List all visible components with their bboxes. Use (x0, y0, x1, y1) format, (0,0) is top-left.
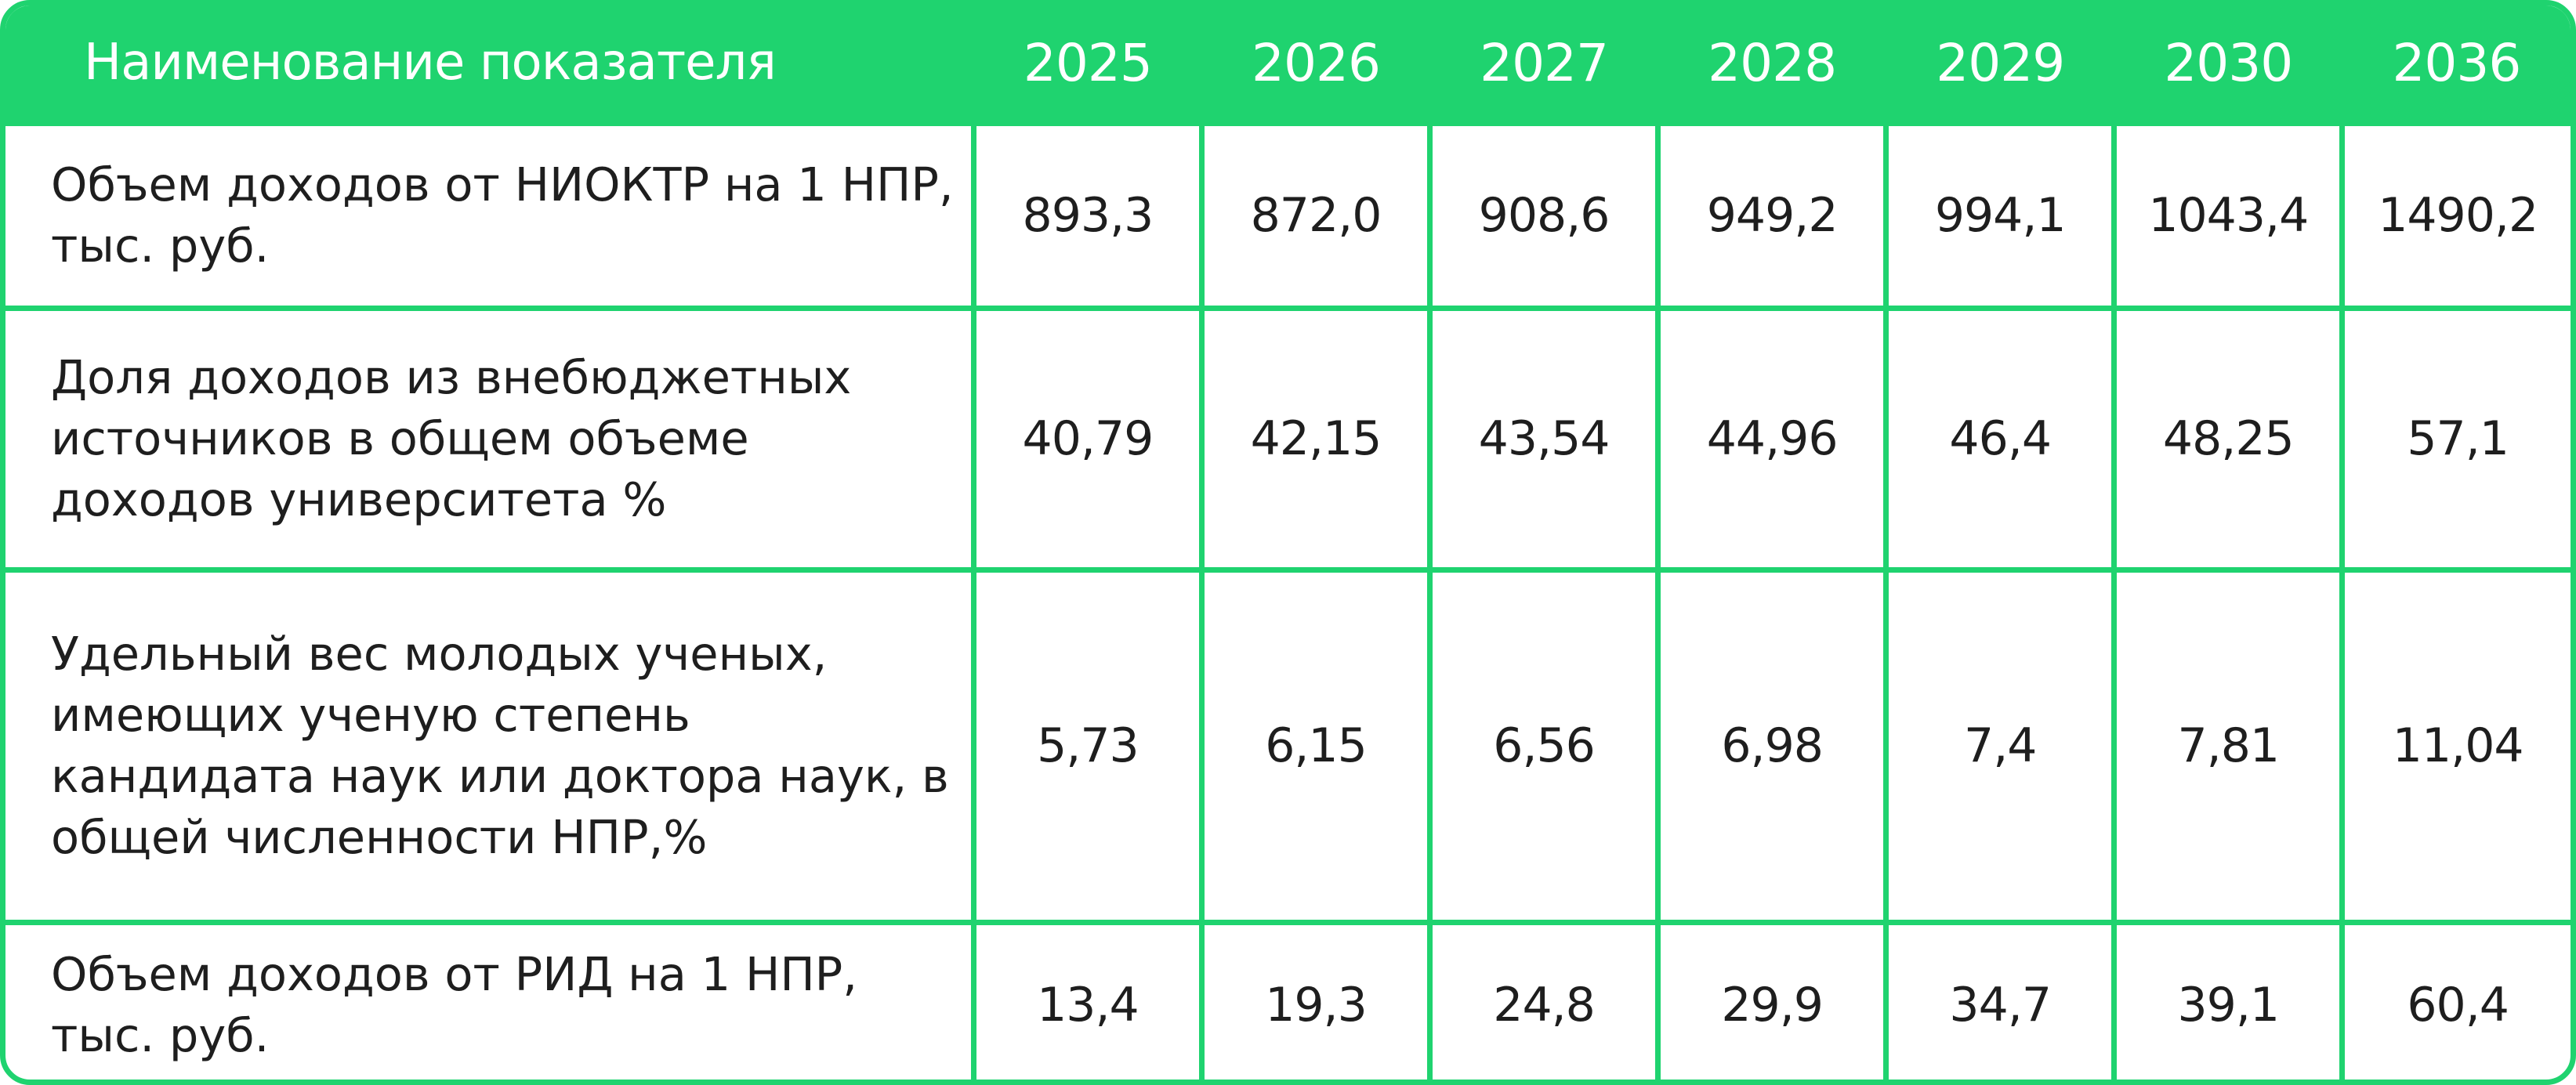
table-cell: 11,04 (2339, 566, 2571, 922)
table-cell: 42,15 (1198, 305, 1430, 570)
table-cell: 44,96 (1655, 305, 1886, 570)
table-cell: 6,98 (1655, 566, 1886, 922)
table-cell: 19,3 (1198, 919, 1430, 1080)
table-cell: 994,1 (1883, 120, 2114, 308)
table-row: Доля доходов из внебюджетных источников … (5, 305, 2571, 570)
table-cell: 40,79 (970, 305, 1202, 570)
column-header-year: 2026 (1252, 32, 1381, 93)
table-cell: 43,54 (1427, 305, 1658, 570)
column-header-year: 2028 (1708, 32, 1837, 93)
column-header-year: 2030 (2164, 32, 2293, 93)
table-cell: 57,1 (2339, 305, 2571, 570)
table-cell: 48,25 (2111, 305, 2342, 570)
table-cell: 908,6 (1427, 120, 1658, 308)
table-cell: 7,4 (1883, 566, 2114, 922)
table-cell: 893,3 (970, 120, 1202, 308)
table-cell: 7,81 (2111, 566, 2342, 922)
column-header-year: 2025 (1023, 32, 1153, 93)
row-label: Удельный вес молодых ученых, имеющих уче… (5, 566, 974, 922)
table-row: Объем доходов от НИОКТР на 1 НПР, тыс. р… (5, 120, 2571, 308)
table-row: Удельный вес молодых ученых, имеющих уче… (5, 566, 2571, 922)
table-cell: 5,73 (970, 566, 1202, 922)
column-header-year: 2036 (2392, 32, 2521, 93)
table-cell: 34,7 (1883, 919, 2114, 1080)
table-cell: 46,4 (1883, 305, 2114, 570)
table-cell: 1490,2 (2339, 120, 2571, 308)
table-cell: 60,4 (2339, 919, 2571, 1080)
header-row: Наименование показателя 2025 2026 2027 2… (5, 5, 2571, 123)
table-cell: 6,56 (1427, 566, 1658, 922)
column-header-year: 2029 (1936, 32, 2065, 93)
table-cell: 872,0 (1198, 120, 1430, 308)
row-label: Доля доходов из внебюджетных источников … (5, 305, 974, 570)
table-cell: 24,8 (1427, 919, 1658, 1080)
table-cell: 29,9 (1655, 919, 1886, 1080)
row-label: Объем доходов от РИД на 1 НПР, тыс. руб. (5, 919, 974, 1080)
row-label: Объем доходов от НИОКТР на 1 НПР, тыс. р… (5, 120, 974, 308)
table-cell: 39,1 (2111, 919, 2342, 1080)
indicators-table: Наименование показателя 2025 2026 2027 2… (5, 5, 2571, 1080)
table-cell: 949,2 (1655, 120, 1886, 308)
column-header-indicator: Наименование показателя (84, 34, 777, 92)
table-cell: 6,15 (1198, 566, 1430, 922)
table-cell: 13,4 (970, 919, 1202, 1080)
column-header-year: 2027 (1480, 32, 1609, 93)
table-cell: 1043,4 (2111, 120, 2342, 308)
table-row: Объем доходов от РИД на 1 НПР, тыс. руб.… (5, 919, 2571, 1080)
